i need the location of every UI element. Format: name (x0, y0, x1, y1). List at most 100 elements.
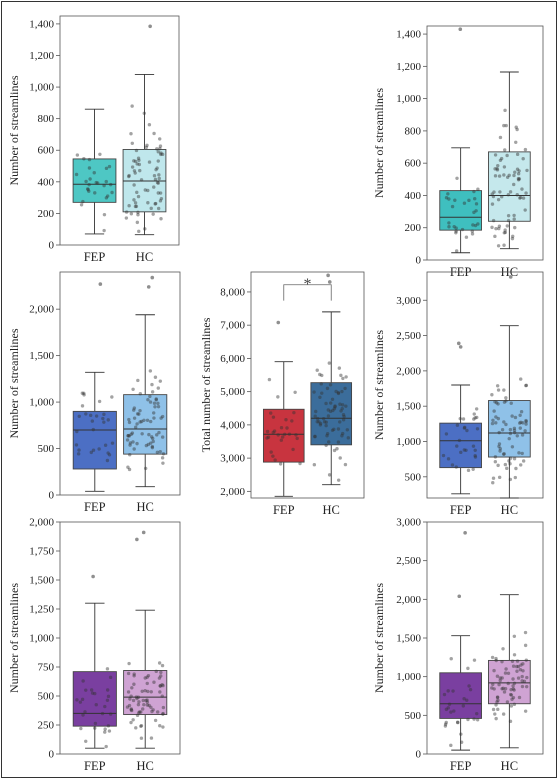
data-point (466, 468, 471, 473)
data-point (80, 404, 85, 408)
plot-frame (59, 15, 180, 246)
data-point (465, 428, 469, 433)
data-point (105, 698, 110, 702)
data-point (508, 719, 513, 724)
data-point (152, 173, 157, 178)
data-point (473, 455, 478, 459)
data-point (315, 420, 319, 424)
data-point (502, 173, 506, 177)
data-point (495, 695, 500, 699)
data-point (510, 236, 515, 241)
data-point (441, 453, 446, 458)
data-point (133, 425, 138, 429)
data-point (158, 684, 162, 688)
data-point (518, 413, 522, 417)
data-point (136, 156, 141, 160)
data-point (106, 694, 111, 699)
data-point (146, 689, 150, 694)
data-point (498, 447, 502, 451)
data-point (91, 448, 96, 452)
data-point (132, 416, 137, 420)
data-point (159, 674, 163, 678)
data-point (135, 713, 140, 718)
data-point (452, 224, 456, 229)
data-point (490, 393, 494, 397)
data-point (491, 418, 495, 422)
data-point (475, 415, 479, 420)
data-point (280, 435, 285, 439)
data-point (514, 466, 518, 471)
data-point (337, 366, 342, 370)
data-point (493, 712, 497, 716)
data-point (521, 669, 525, 673)
data-point (130, 708, 134, 713)
data-point (447, 702, 452, 706)
data-point (444, 707, 449, 712)
outlier-point (150, 275, 155, 280)
data-point (500, 194, 504, 199)
data-point (512, 182, 516, 187)
data-point (110, 441, 115, 445)
data-point (276, 433, 280, 437)
data-point (498, 676, 502, 680)
data-point (524, 422, 528, 426)
data-point (508, 477, 513, 482)
data-point (93, 691, 97, 696)
y-tick-label: 500 (38, 691, 55, 703)
data-point (129, 132, 133, 136)
data-point (127, 661, 131, 666)
data-point (104, 166, 109, 171)
data-point (97, 399, 102, 404)
data-point (157, 676, 162, 680)
outlier-point (326, 273, 330, 278)
data-point (455, 444, 459, 448)
data-point (449, 710, 453, 714)
data-point (342, 414, 346, 419)
data-point (151, 708, 155, 712)
data-point (497, 475, 502, 480)
data-point (90, 691, 95, 695)
data-point (518, 196, 522, 200)
data-point (446, 192, 450, 196)
data-point (313, 414, 317, 418)
data-point (75, 429, 79, 434)
data-point (503, 228, 507, 232)
data-point (143, 188, 147, 192)
data-point (293, 390, 297, 394)
data-point (521, 196, 526, 200)
data-point (506, 213, 511, 218)
data-point (158, 191, 163, 195)
data-point (444, 196, 449, 200)
data-point (148, 369, 153, 373)
data-point (465, 698, 469, 702)
data-point (516, 178, 521, 182)
data-point (500, 676, 504, 680)
data-point (152, 416, 156, 420)
data-point (507, 173, 511, 178)
data-point (326, 408, 330, 412)
data-point (271, 430, 275, 435)
data-point (265, 429, 270, 434)
data-point (87, 189, 91, 193)
data-point (75, 153, 80, 157)
data-point (136, 695, 141, 699)
y-tick-label: 1,000 (29, 82, 54, 94)
panel-4: 2,000 3,000 4,000 5,000 6,000 7,000 8,000 Total… (199, 271, 365, 517)
data-point (161, 725, 165, 729)
data-point (144, 698, 148, 703)
data-point (444, 720, 448, 725)
data-point (497, 682, 501, 687)
data-point (102, 212, 107, 217)
data-point (88, 413, 93, 418)
data-point (161, 712, 165, 716)
data-point (155, 450, 160, 454)
y-tick-label: 2,000 (220, 486, 245, 498)
data-point (143, 227, 147, 231)
data-point (136, 194, 141, 199)
data-point (523, 208, 527, 212)
outlier-point (456, 341, 461, 346)
data-point (95, 181, 100, 185)
data-point (139, 710, 143, 714)
data-point (517, 451, 521, 455)
data-point (457, 438, 462, 443)
